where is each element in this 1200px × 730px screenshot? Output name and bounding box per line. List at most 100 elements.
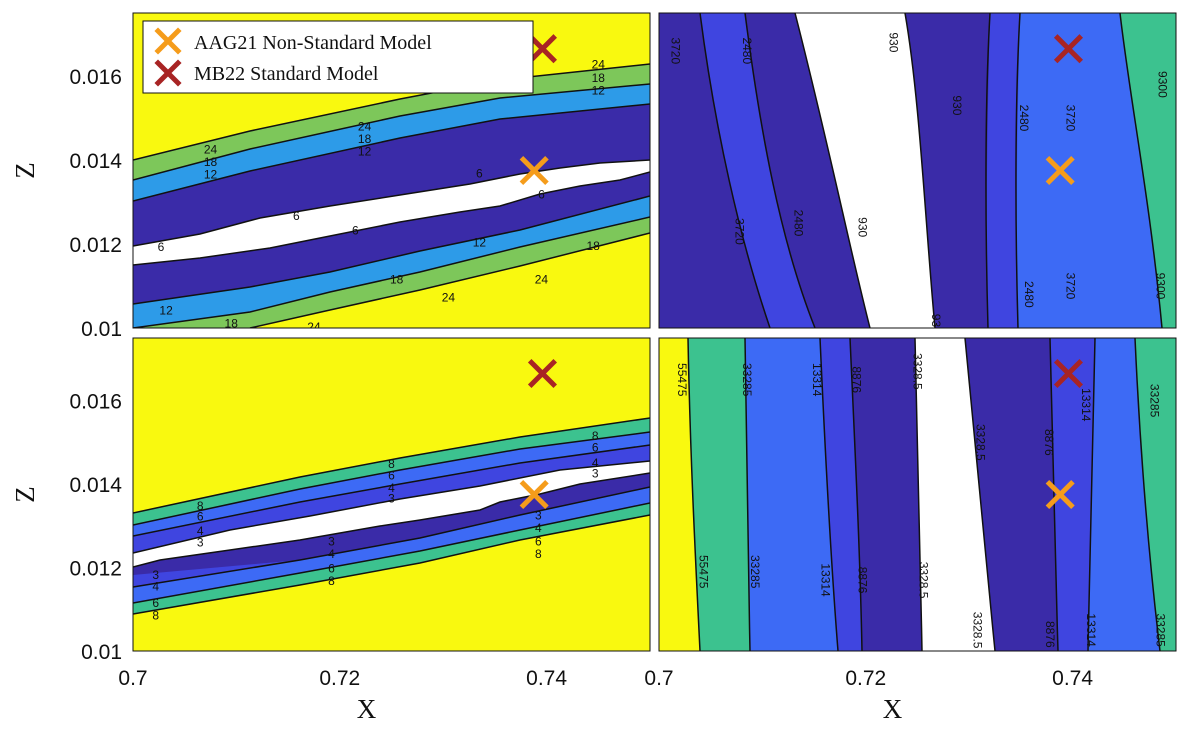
contour-label: 9300 bbox=[1153, 273, 1167, 300]
y-tick-label: 0.014 bbox=[69, 474, 122, 497]
contour-label: 33285 bbox=[740, 363, 754, 397]
contour-label: 24 bbox=[358, 119, 372, 133]
contour-label: 6 bbox=[352, 224, 359, 238]
contour-label: 8 bbox=[535, 547, 542, 561]
contour-line bbox=[249, 232, 650, 328]
contour-label: 8 bbox=[152, 609, 159, 623]
contour-label: 3720 bbox=[669, 37, 683, 64]
contour-label: 8 bbox=[592, 429, 599, 443]
contour-label: 3328.5 bbox=[911, 353, 925, 390]
contour-label: 3 bbox=[592, 467, 599, 481]
contour-line bbox=[133, 502, 650, 604]
contour-line bbox=[133, 195, 650, 305]
contour-line bbox=[904, 13, 936, 328]
contour-label: 24 bbox=[535, 272, 549, 286]
legend-marker-red-x bbox=[154, 59, 182, 87]
contour-label: 3720 bbox=[1064, 105, 1078, 132]
contour-line bbox=[819, 338, 839, 651]
contour-label: 3 bbox=[152, 568, 159, 582]
contour-label: 4 bbox=[535, 521, 542, 535]
contour-label: 55475 bbox=[675, 363, 689, 397]
contour-label: 13314 bbox=[818, 563, 832, 597]
contour-label: 4 bbox=[328, 547, 335, 561]
contour-label: 24 bbox=[204, 143, 218, 157]
contour-label: 55475 bbox=[696, 555, 710, 589]
contour-label: 6 bbox=[328, 561, 335, 575]
region-royal-left bbox=[700, 13, 815, 328]
contour-label: 8 bbox=[328, 574, 335, 588]
contour-label: 8876 bbox=[856, 567, 870, 594]
contour-line bbox=[133, 514, 650, 615]
contour-line bbox=[914, 338, 923, 651]
contour-label: 3 bbox=[197, 535, 204, 549]
contour-line bbox=[133, 83, 650, 181]
x-axis-label: X bbox=[357, 694, 377, 724]
region-white bbox=[795, 13, 935, 328]
marker-mb22-x bbox=[1053, 358, 1083, 389]
contour-line bbox=[133, 460, 650, 554]
contour-line bbox=[133, 63, 650, 161]
marker-aag21-x bbox=[519, 479, 549, 510]
contour-label: 3328.5 bbox=[917, 562, 931, 599]
contour-label: 6 bbox=[293, 209, 300, 223]
contour-label: 930 bbox=[950, 95, 964, 115]
marker-mb22-x bbox=[527, 358, 557, 389]
contour-line bbox=[133, 103, 650, 202]
contour-label: 24 bbox=[307, 320, 321, 334]
axes-text: 0.016 0.014 0.012 0.01 Z 0.016 0.014 0.012 0.01 Z… bbox=[10, 66, 1093, 724]
markers-layer bbox=[519, 34, 1083, 510]
contour-label: 4 bbox=[592, 456, 599, 470]
band-white bbox=[133, 461, 650, 567]
axes-frame-bottom-left bbox=[132, 337, 651, 652]
contour-label: 13314 bbox=[810, 363, 824, 397]
x-tick-label: 0.7 bbox=[644, 667, 673, 690]
y-axis-label: Z bbox=[10, 486, 40, 503]
legend-box bbox=[142, 20, 534, 94]
contour-label: 24 bbox=[592, 58, 606, 72]
contour-label: 12 bbox=[358, 145, 372, 159]
y-tick-label: 0.012 bbox=[69, 234, 122, 257]
legend-label-mb22: MB22 Standard Model bbox=[194, 63, 379, 85]
contour-label: 2480 bbox=[792, 210, 806, 237]
marker-aag21-x bbox=[519, 155, 549, 186]
y-tick-label: 0.012 bbox=[69, 558, 122, 581]
contour-label: 33285 bbox=[748, 555, 762, 589]
contour-label: 930 bbox=[929, 314, 943, 334]
y-tick-label: 0.016 bbox=[69, 66, 122, 89]
contour-line bbox=[1134, 338, 1161, 651]
y-tick-label: 0.014 bbox=[69, 150, 122, 173]
contour-line bbox=[744, 338, 751, 651]
marker-aag21-x bbox=[1045, 155, 1075, 186]
contour-label: 6 bbox=[388, 469, 395, 483]
contour-line bbox=[699, 13, 771, 328]
contour-label: 3 bbox=[328, 535, 335, 549]
contour-label: 12 bbox=[473, 236, 487, 250]
contour-label: 3720 bbox=[733, 218, 747, 245]
contour-label: 2480 bbox=[740, 37, 754, 64]
contour-label: 6 bbox=[152, 596, 159, 610]
legend-marker-orange-x bbox=[154, 27, 182, 55]
contour-label: 6 bbox=[538, 187, 545, 201]
contour-label: 12 bbox=[204, 168, 218, 182]
axes-frame-top-right bbox=[658, 12, 1177, 329]
contour-label: 4 bbox=[388, 481, 395, 495]
contour-label: 24 bbox=[442, 290, 456, 304]
contour-label: 18 bbox=[592, 71, 606, 85]
contour-label: 12 bbox=[159, 303, 173, 317]
contour-label: 930 bbox=[856, 217, 870, 237]
contour-label: 18 bbox=[586, 239, 600, 253]
contour-label: 18 bbox=[204, 155, 218, 169]
contour-line bbox=[133, 417, 650, 514]
contour-label: 13314 bbox=[1079, 388, 1093, 422]
contour-line bbox=[849, 338, 863, 651]
band-white bbox=[133, 160, 650, 265]
x-tick-label: 0.74 bbox=[1052, 667, 1093, 690]
marker-aag21-x bbox=[1045, 479, 1075, 510]
contour-label: 8876 bbox=[849, 366, 863, 393]
contour-line bbox=[1119, 13, 1163, 328]
x-tick-label: 0.72 bbox=[319, 667, 360, 690]
y-axis-label: Z bbox=[10, 162, 40, 179]
contour-line bbox=[687, 338, 701, 651]
contour-label: 4 bbox=[197, 524, 204, 538]
